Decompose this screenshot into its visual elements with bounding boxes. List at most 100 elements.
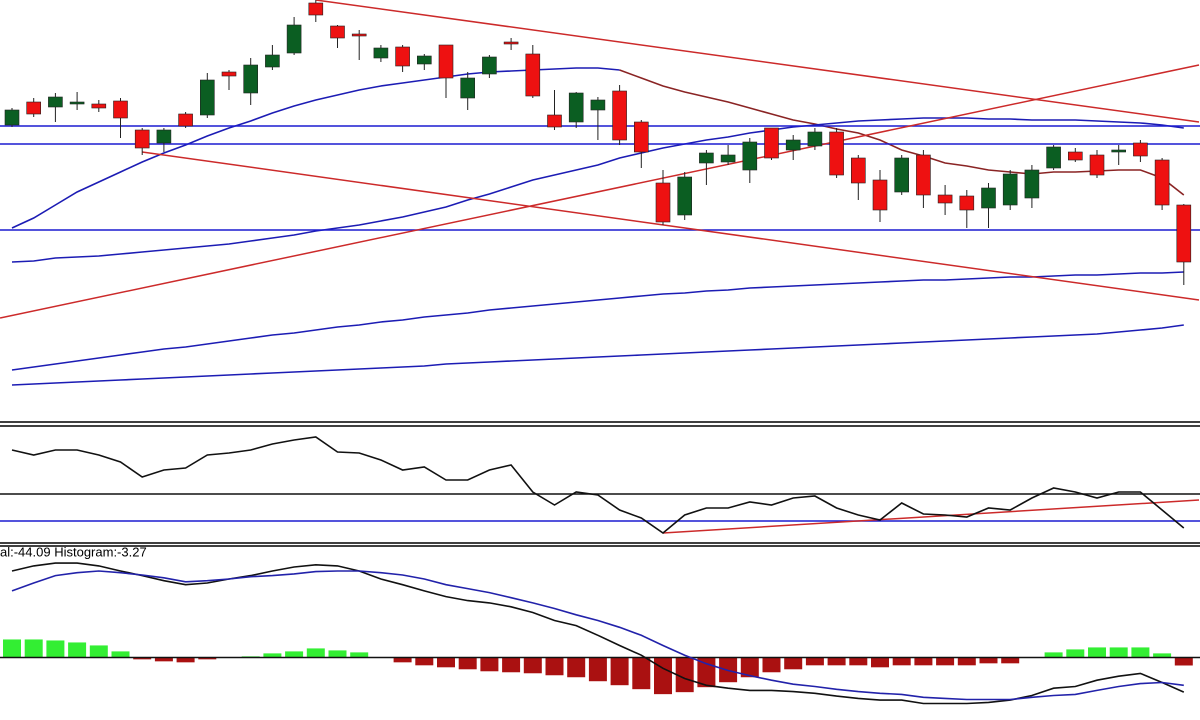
histogram-bar [567,657,586,678]
candle-body [633,121,649,153]
candle-body [1046,146,1061,169]
histogram-bar [849,657,868,666]
candle-body [460,77,476,99]
candle-body [1068,151,1083,161]
candle-body [785,139,801,151]
histogram-bar [871,657,889,668]
candle-body [547,114,562,128]
candle-body [937,194,953,204]
trend-line [315,0,1200,123]
histogram-bar [502,657,521,673]
candle-body [503,41,519,45]
histogram-bar [437,657,455,668]
candle-body [156,129,172,144]
trend-line [142,151,1200,301]
candle-body [26,101,42,115]
histogram-bar [914,657,933,666]
histogram-bar [610,657,629,686]
candle-body [1002,173,1018,206]
histogram-bar [393,657,412,663]
histogram-bar [979,657,998,664]
histogram-bar [1153,653,1172,658]
candle-body [373,47,389,59]
histogram-bar [68,642,87,658]
histogram-bar [1131,647,1150,658]
candle-body [655,182,671,223]
candle-body [699,152,714,164]
histogram-bar [458,657,477,670]
histogram-bar [350,652,369,658]
histogram-bar [545,657,564,676]
histogram-bar [1066,649,1085,658]
histogram-bar [198,657,217,660]
histogram-bar [805,657,824,666]
candle-body [330,25,345,39]
histogram-bar [784,657,803,670]
histogram-bar [3,639,21,658]
indicator-line [11,117,1184,263]
candle-body [720,154,736,163]
histogram-bar [306,648,325,658]
histogram-bar [133,657,152,660]
histogram-bar [1044,652,1063,658]
indicator-line [11,271,1184,371]
histogram-bar [740,657,759,678]
histogram-bar [762,657,781,673]
candle-body [1133,142,1148,157]
histogram-bar [827,657,846,666]
candle-body [568,92,584,123]
candle-body [807,131,823,147]
histogram-bar [1088,647,1106,658]
candle-body [590,99,606,111]
candle-body [200,79,215,116]
histogram-bar [89,645,108,658]
candle-body [286,24,302,54]
histogram-bar [285,651,304,658]
histogram-bar [588,657,607,682]
histogram-bar [1001,657,1020,664]
histogram-bar [936,657,955,666]
candle-body [395,46,410,67]
candle-body [742,141,758,171]
candle-body [416,55,432,65]
candle-body [1176,204,1192,263]
candle-body [48,96,63,108]
trend-line [0,64,1200,319]
candle-body [265,54,280,68]
indicator-label: al:-44.09 Histogram:-3.27 [0,544,147,559]
candle-body [981,187,996,209]
candle-body [69,101,85,105]
indicator-line [11,324,1184,386]
histogram-bar [24,639,43,658]
histogram-bar [1109,647,1128,658]
indicator-line [11,562,1185,705]
candle-body [850,157,866,184]
trend-line [662,499,1200,534]
candle-body [1111,149,1126,153]
histogram-bar [632,657,651,690]
candle-body [959,195,975,211]
indicator-line [11,67,620,229]
histogram-bar [415,657,434,666]
candle-body [894,157,910,193]
candle-body [1089,154,1105,176]
candle-body [612,90,627,141]
candle-body [482,56,497,75]
candle-body [4,109,20,126]
candle-body [916,154,931,196]
histogram-bar [111,651,130,658]
candle-body [134,129,150,149]
histogram-bar [328,650,347,658]
histogram-bar [263,653,282,658]
histogram-bar [654,657,672,695]
candle-body [178,113,193,127]
histogram-bar [892,657,911,666]
histogram-bar [480,657,499,672]
candle-body [91,103,107,109]
candle-body [438,44,454,79]
candle-body [829,131,844,176]
histogram-bar [523,657,542,674]
histogram-bar [176,657,195,663]
